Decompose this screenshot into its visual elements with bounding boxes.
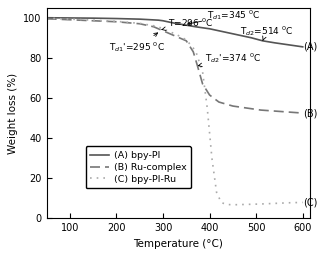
Text: T$_{d1}$=345 $^{0}$C: T$_{d1}$=345 $^{0}$C [187,8,261,25]
Text: T$_{d2}$'=374 $^{0}$C: T$_{d2}$'=374 $^{0}$C [198,51,261,67]
Text: (B): (B) [303,108,318,118]
Y-axis label: Weight loss (%): Weight loss (%) [8,72,18,154]
Text: T$_{d1}$'=295 $^{0}$C: T$_{d1}$'=295 $^{0}$C [110,33,166,54]
Legend: (A) bpy-PI, (B) Ru-complex, (C) bpy-PI-Ru: (A) bpy-PI, (B) Ru-complex, (C) bpy-PI-R… [86,146,191,188]
Text: (C): (C) [303,197,318,207]
Text: (A): (A) [303,42,317,52]
Text: T=296 $^{0}$C: T=296 $^{0}$C [162,16,213,31]
X-axis label: Temperature (°C): Temperature (°C) [133,239,223,249]
Text: T$_{d2}$=514 $^{0}$C: T$_{d2}$=514 $^{0}$C [240,24,293,41]
